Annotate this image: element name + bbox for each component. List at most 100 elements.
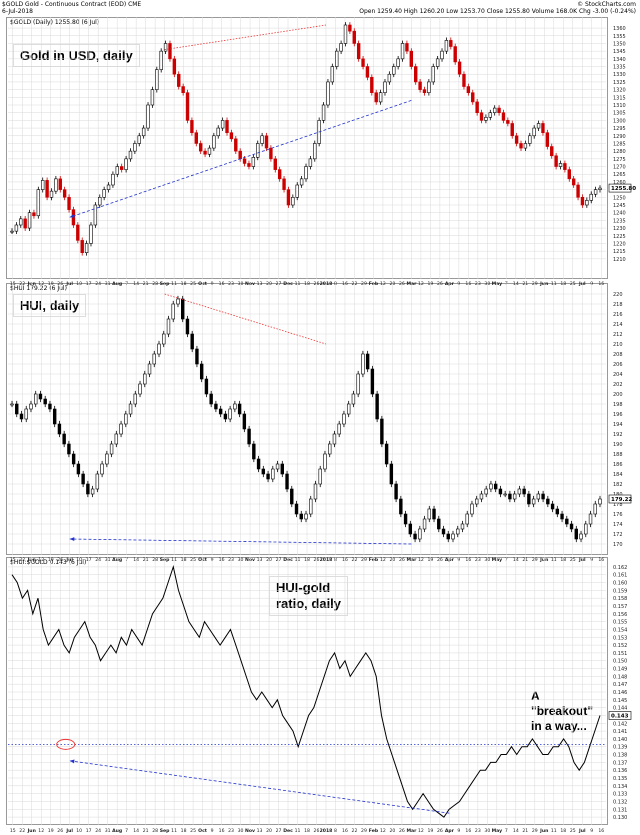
x-tick-label: 25 <box>570 828 576 834</box>
y-tick-label: 0.152 <box>613 643 627 649</box>
candle-body <box>512 493 517 500</box>
y-tick-label: 0.156 <box>613 612 627 618</box>
x-tick-label: 11 <box>171 828 177 834</box>
candle-body <box>352 30 356 44</box>
candle-body <box>560 513 564 520</box>
x-tick-label: 29 <box>361 828 367 834</box>
candle-body <box>49 190 54 198</box>
x-tick-label: Aug <box>112 828 122 834</box>
y-tick-label: 216 <box>613 312 623 318</box>
candle-body <box>446 533 450 540</box>
candle-body <box>218 408 223 415</box>
candle-body <box>475 498 479 505</box>
candle-body <box>475 101 479 113</box>
candle-body <box>185 318 190 335</box>
candle-body <box>517 488 522 495</box>
candle-body <box>501 112 506 121</box>
candle-body <box>389 463 394 485</box>
y-tick-label: 1350 <box>613 41 626 47</box>
x-tick-label: Jul <box>65 828 73 834</box>
candle-body <box>441 528 446 535</box>
candle-body <box>462 73 466 87</box>
x-tick-label: Sep <box>160 281 170 287</box>
candle-body <box>27 212 32 229</box>
candle-body <box>413 533 417 540</box>
candle-body <box>143 373 147 385</box>
candle-body <box>418 81 422 90</box>
candle-body <box>403 513 408 525</box>
y-tick-label: 188 <box>613 452 623 458</box>
candle-body <box>111 173 115 186</box>
arrow-head <box>69 537 75 542</box>
candle-body <box>318 468 322 485</box>
candle-body <box>323 453 327 470</box>
y-tick-label: 0.145 <box>613 698 627 704</box>
y-tick-label: 1275 <box>613 157 626 163</box>
candle-body <box>251 157 256 167</box>
y-tick-label: 1245 <box>613 203 626 209</box>
candle-body <box>437 518 441 530</box>
candle-body <box>212 135 216 149</box>
candle-body <box>242 413 247 430</box>
x-tick-label: 30 <box>238 828 244 834</box>
y-tick-label: 0.160 <box>613 581 627 587</box>
y-tick-label: 176 <box>613 512 623 518</box>
y-tick-label: 0.153 <box>613 635 627 641</box>
candle-body <box>209 393 213 405</box>
candle-body <box>339 43 343 52</box>
hui-legend: $HUI 179.22 (6 Jul) <box>10 285 67 292</box>
candle-body <box>133 143 137 152</box>
y-tick-label: 0.132 <box>613 799 627 805</box>
candle-body <box>203 150 207 155</box>
candle-body <box>54 178 58 192</box>
candle-body <box>531 498 536 505</box>
candle-body <box>62 433 66 445</box>
candle-body <box>256 143 260 158</box>
candle-body <box>414 66 418 83</box>
candle-body <box>541 493 545 500</box>
candle-body <box>309 498 313 515</box>
x-tick-label: Jun <box>539 281 548 287</box>
candle-body <box>277 169 282 180</box>
y-tick-label: 0.130 <box>613 815 627 821</box>
y-tick-label: 0.136 <box>613 768 627 774</box>
candle-body <box>471 92 475 103</box>
candle-body <box>159 50 163 70</box>
candle-body <box>81 473 85 485</box>
candle-body <box>466 86 471 93</box>
candle-body <box>45 180 49 198</box>
candle-body <box>43 398 47 405</box>
candle-body <box>58 178 62 190</box>
candle-body <box>484 117 488 121</box>
x-tick-label: Jun <box>27 828 36 834</box>
candle-body <box>400 43 405 60</box>
x-tick-label: Nov <box>245 828 255 834</box>
candle-body <box>57 423 62 435</box>
x-tick-label: 7 <box>125 828 128 834</box>
y-tick-label: 1310 <box>613 103 626 109</box>
y-tick-label: 1335 <box>613 65 626 71</box>
x-tick-label: Jun <box>27 281 36 287</box>
candle-body <box>100 463 104 475</box>
candle-body <box>313 143 317 160</box>
y-tick-label: 198 <box>613 402 623 408</box>
candle-body <box>370 368 375 395</box>
candle-body <box>124 413 128 425</box>
candle-body <box>181 298 185 320</box>
candle-body <box>260 135 264 144</box>
y-tick-label: 196 <box>613 412 623 418</box>
y-tick-label: 1315 <box>613 95 626 101</box>
candle-body <box>330 66 335 83</box>
candle-body <box>220 120 225 129</box>
candle-body <box>489 483 493 490</box>
candle-body <box>584 523 588 535</box>
pane-2-plot: 0.130 0.131 0.1320.133 0.134 0.135 0.136 0.137… <box>8 557 632 834</box>
y-tick-label: 1270 <box>613 165 626 171</box>
x-tick-label: 2018 <box>320 828 333 834</box>
candle-body <box>155 69 159 90</box>
candle-body <box>365 353 370 370</box>
resistance-line <box>164 293 327 345</box>
y-tick-label: 0.149 <box>613 667 627 673</box>
ohlc-summary: Open 1259.40 High 1260.20 Low 1253.70 Cl… <box>359 8 636 15</box>
x-tick-label: 12 <box>380 828 386 834</box>
